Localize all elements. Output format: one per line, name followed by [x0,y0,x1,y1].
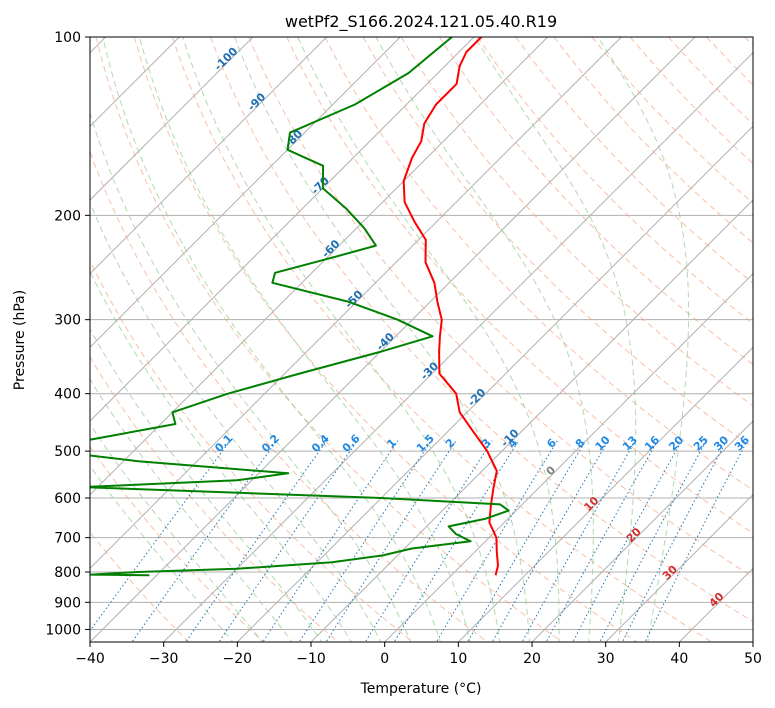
mixing-ratio-line [262,440,399,642]
mixing-ratio-line [325,440,457,642]
x-tick-label: 50 [744,651,762,667]
mixing-ratio-line [364,440,493,642]
mixing-ratio-line [491,440,609,642]
x-tick-label: 10 [449,651,467,667]
mixing-ratio-line [599,440,707,642]
y-tick-label: 900 [54,595,81,611]
dry-adiabat [477,37,753,325]
dry-adiabat [362,37,753,449]
moist-adiabat [90,111,412,642]
dry-adiabat [90,150,489,642]
moist-adiabat [90,327,323,642]
x-axis-title: Temperature (°C) [360,681,482,697]
isotherm-lines [90,37,753,642]
sounding-line [402,37,499,576]
isotherm-line [163,51,753,642]
isotherm-line [90,37,696,642]
moist-adiabat [90,270,352,642]
mixing-ratio-line [298,440,432,642]
dry-adiabat [210,37,753,623]
y-tick-label: 200 [54,208,81,224]
moist-adiabat [90,465,234,642]
mixing-ratio-line [435,440,558,642]
isotherm-line [90,37,254,201]
plot-area: 0.1 0.2 0.4 0.6 1 1.5 2 3 4 6 8 10 13 16 20 25 30 36-100-… [90,37,753,642]
dry-adiabat [286,37,753,534]
y-tick-label: 300 [54,313,81,329]
mixing-ratio-line [621,440,728,642]
dry-adiabat [95,37,564,642]
x-tick-label: −20 [223,651,253,667]
moist-adiabat [597,37,690,642]
sounding-series [90,37,510,577]
dry-adiabat [133,37,638,642]
x-tick-label: 40 [670,651,688,667]
moist-adiabat [90,201,382,642]
isotherm-line [457,346,753,642]
y-tick-label: 400 [54,387,81,403]
x-tick-label: −10 [296,651,326,667]
mixing-ratio-line [572,440,683,642]
isotherm-line [90,37,475,422]
moist-adiabat [297,37,560,642]
isotherm-line [90,37,549,496]
dry-adiabat [324,37,753,491]
isotherm-line [90,37,622,570]
moist-adiabat [102,37,441,642]
x-tick-label: 20 [523,651,541,667]
isotherm-line [90,37,328,275]
mixing-ratio-line [393,440,520,642]
x-tick-label: −40 [75,651,105,667]
y-axis-ticks: 100 200 300 400 500 600 700 800 900 1000 [45,30,90,638]
mixing-ratio-line [131,440,278,642]
sounding-line [90,37,510,577]
isotherm-line [384,272,753,642]
isotherm-line [90,37,401,349]
x-axis-ticks: −40 −30 −20 −10 0 10 20 30 40 50 [75,642,762,667]
mixing-ratio-line [466,440,587,642]
mixing-ratio-line [521,440,637,642]
dry-adiabat [248,37,753,578]
mixing-ratio-line [185,440,328,642]
y-tick-label: 500 [54,444,81,460]
y-tick-label: 100 [54,30,81,46]
mixing-ratio-line [545,440,659,642]
y-tick-label: 800 [54,565,81,581]
y-axis-title: Pressure (hPa) [12,290,28,390]
dry-adiabat [90,531,190,642]
moist-adiabat [474,37,637,642]
dry-adiabat [90,259,414,642]
y-tick-label: 1000 [45,622,81,638]
mixing-ratio-lines [90,440,748,642]
moist-adiabat [182,37,501,642]
x-tick-label: −30 [149,651,179,667]
y-tick-label: 700 [54,531,81,547]
isotherm-line [531,420,753,642]
plot-frame [89,36,754,643]
dry-adiabat [171,37,713,642]
isotherm-line [236,125,753,642]
isotherm-line [605,493,753,642]
x-tick-label: 30 [597,651,615,667]
isobar-gridlines [90,37,753,630]
moist-adiabat [234,37,530,642]
x-tick-label: 0 [380,651,389,667]
chart-title: wetPf2_S166.2024.121.05.40.R19 [285,12,557,32]
y-tick-label: 600 [54,491,81,507]
moist-adiabat [375,37,594,642]
